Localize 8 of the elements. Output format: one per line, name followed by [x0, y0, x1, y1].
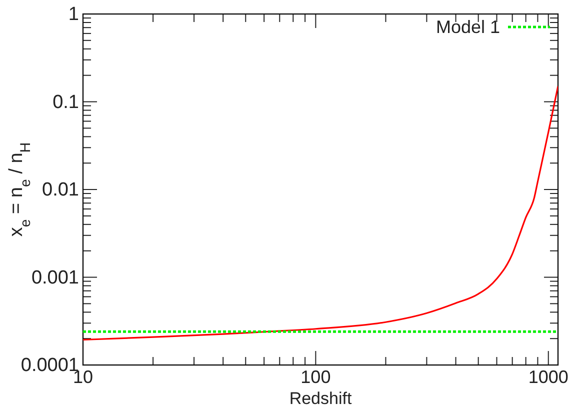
text: Model 1 [436, 17, 500, 37]
y-tick-label: 1 [68, 4, 79, 26]
x-tick-label: 1000 [528, 366, 568, 387]
y-tick-label: 0.1 [52, 92, 79, 113]
y-tick-label: 0.01 [42, 180, 79, 201]
x-axis-title: Redshift [289, 389, 352, 405]
x-tick-label: 100 [300, 366, 331, 387]
y-tick-label: 0.001 [31, 267, 79, 288]
